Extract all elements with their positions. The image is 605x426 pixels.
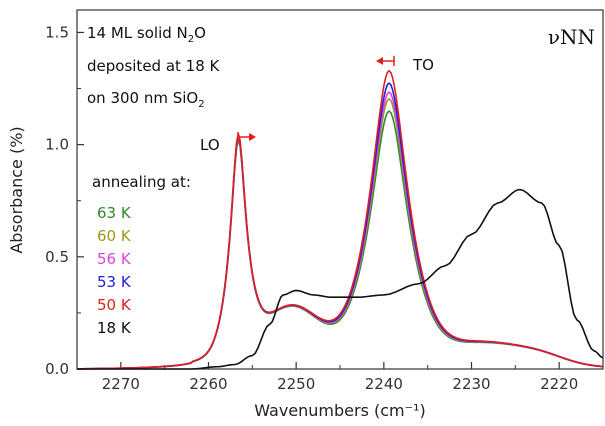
axis-ticks: 2270 2260 2250 2240 2230 2220 0.0 0.5 1.0 1.5 <box>45 23 604 393</box>
to-shift-arrow <box>376 56 395 66</box>
lo-shift-arrow <box>237 132 256 142</box>
x-tick-label: 2240 <box>365 375 403 393</box>
y-tick-label: 1.0 <box>45 136 69 154</box>
y-tick-label: 0.0 <box>45 360 69 378</box>
y-axis-title: Absorbance (%) <box>7 126 26 253</box>
legend-entry-53k: 53 K <box>97 273 132 291</box>
series-line-18k <box>77 188 604 370</box>
corner-label: νNN <box>548 25 595 49</box>
series-line-56k <box>76 91 604 370</box>
x-tick-label: 2230 <box>452 375 490 393</box>
annotation-line3: on 300 nm SiO <box>87 89 198 107</box>
x-tick-label: 2260 <box>189 375 227 393</box>
annotation-line1-sub: 2 <box>188 34 194 45</box>
series-lines <box>76 69 604 370</box>
legend-title: annealing at: <box>92 173 191 191</box>
x-tick-label: 2220 <box>540 375 578 393</box>
x-axis-title: Wavenumbers (cm⁻¹) <box>254 401 426 420</box>
legend-entry-18k: 18 K <box>97 319 132 337</box>
x-tick-label: 2270 <box>102 375 140 393</box>
annotation-line3-sub: 2 <box>198 99 204 110</box>
series-line-60k <box>76 98 604 370</box>
sample-annotation: 14 ML solid N2O deposited at 18 K on 300… <box>87 24 221 110</box>
series-line-50k <box>76 69 604 370</box>
y-tick-label: 1.5 <box>45 23 69 41</box>
annotation-line1-end: O <box>194 24 206 42</box>
legend-items: 63 K 60 K 56 K 53 K 50 K 18 K <box>97 204 132 337</box>
annotation-line1: 14 ML solid N <box>87 24 188 42</box>
legend-entry-50k: 50 K <box>97 296 132 314</box>
legend: annealing at: 63 K 60 K 56 K 53 K 50 K 18 K <box>92 173 191 337</box>
y-tick-label: 0.5 <box>45 248 69 266</box>
lo-peak-label: LO <box>200 136 220 154</box>
x-tick-label: 2250 <box>277 375 315 393</box>
annotation-line2: deposited at 18 K <box>87 57 221 75</box>
legend-entry-56k: 56 K <box>97 250 132 268</box>
to-peak-label: TO <box>412 56 434 74</box>
series-line-63k <box>76 110 604 370</box>
legend-entry-63k: 63 K <box>97 204 132 222</box>
svg-text:14 ML solid N2O: 14 ML solid N2O <box>87 24 206 45</box>
series-line-53k <box>76 82 604 370</box>
svg-text:on 300 nm SiO2: on 300 nm SiO2 <box>87 89 205 110</box>
legend-entry-60k: 60 K <box>97 227 132 245</box>
